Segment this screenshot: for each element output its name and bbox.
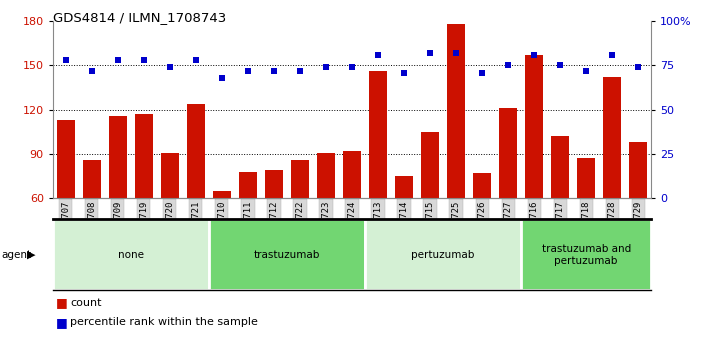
Text: trastuzumab: trastuzumab [253, 250, 320, 260]
Point [503, 63, 514, 68]
Point [555, 63, 566, 68]
Bar [551, 136, 570, 287]
Bar [108, 116, 127, 287]
Point [529, 52, 540, 58]
Point [164, 64, 175, 70]
Point [477, 70, 488, 75]
Bar [161, 153, 179, 287]
Point [216, 75, 227, 81]
Bar [603, 77, 622, 287]
Point [60, 57, 71, 63]
Point [242, 68, 253, 74]
Text: trastuzumab and
pertuzumab: trastuzumab and pertuzumab [541, 244, 631, 266]
Text: ■: ■ [56, 316, 68, 329]
Bar [577, 159, 596, 287]
Text: count: count [70, 298, 102, 308]
Bar [213, 191, 231, 287]
Bar [447, 24, 465, 287]
Bar [369, 72, 387, 287]
Bar [317, 153, 335, 287]
Text: agent: agent [1, 250, 32, 260]
Bar [629, 142, 647, 287]
Bar [365, 219, 521, 290]
Point [112, 57, 123, 63]
Bar [134, 114, 153, 287]
Point [294, 68, 306, 74]
Point [607, 52, 618, 58]
Point [451, 50, 462, 56]
Text: ▶: ▶ [27, 250, 35, 260]
Point [633, 64, 644, 70]
Bar [83, 160, 101, 287]
Bar [57, 120, 75, 287]
Bar [265, 170, 283, 287]
Bar [53, 219, 209, 290]
Text: pertuzumab: pertuzumab [411, 250, 474, 260]
Bar [395, 176, 413, 287]
Text: percentile rank within the sample: percentile rank within the sample [70, 317, 258, 327]
Text: none: none [118, 250, 144, 260]
Point [398, 70, 410, 75]
Point [581, 68, 592, 74]
Point [372, 52, 384, 58]
Point [425, 50, 436, 56]
Point [346, 64, 358, 70]
Point [320, 64, 332, 70]
Bar [499, 108, 517, 287]
Bar [525, 55, 543, 287]
Bar [343, 151, 361, 287]
Bar [209, 219, 365, 290]
Text: GDS4814 / ILMN_1708743: GDS4814 / ILMN_1708743 [53, 11, 226, 24]
Point [86, 68, 97, 74]
Point [268, 68, 279, 74]
Point [138, 57, 149, 63]
Text: ■: ■ [56, 296, 68, 309]
Bar [421, 132, 439, 287]
Bar [187, 104, 205, 287]
Bar [291, 160, 309, 287]
Point [190, 57, 201, 63]
Bar [521, 219, 651, 290]
Bar [473, 173, 491, 287]
Bar [239, 172, 257, 287]
